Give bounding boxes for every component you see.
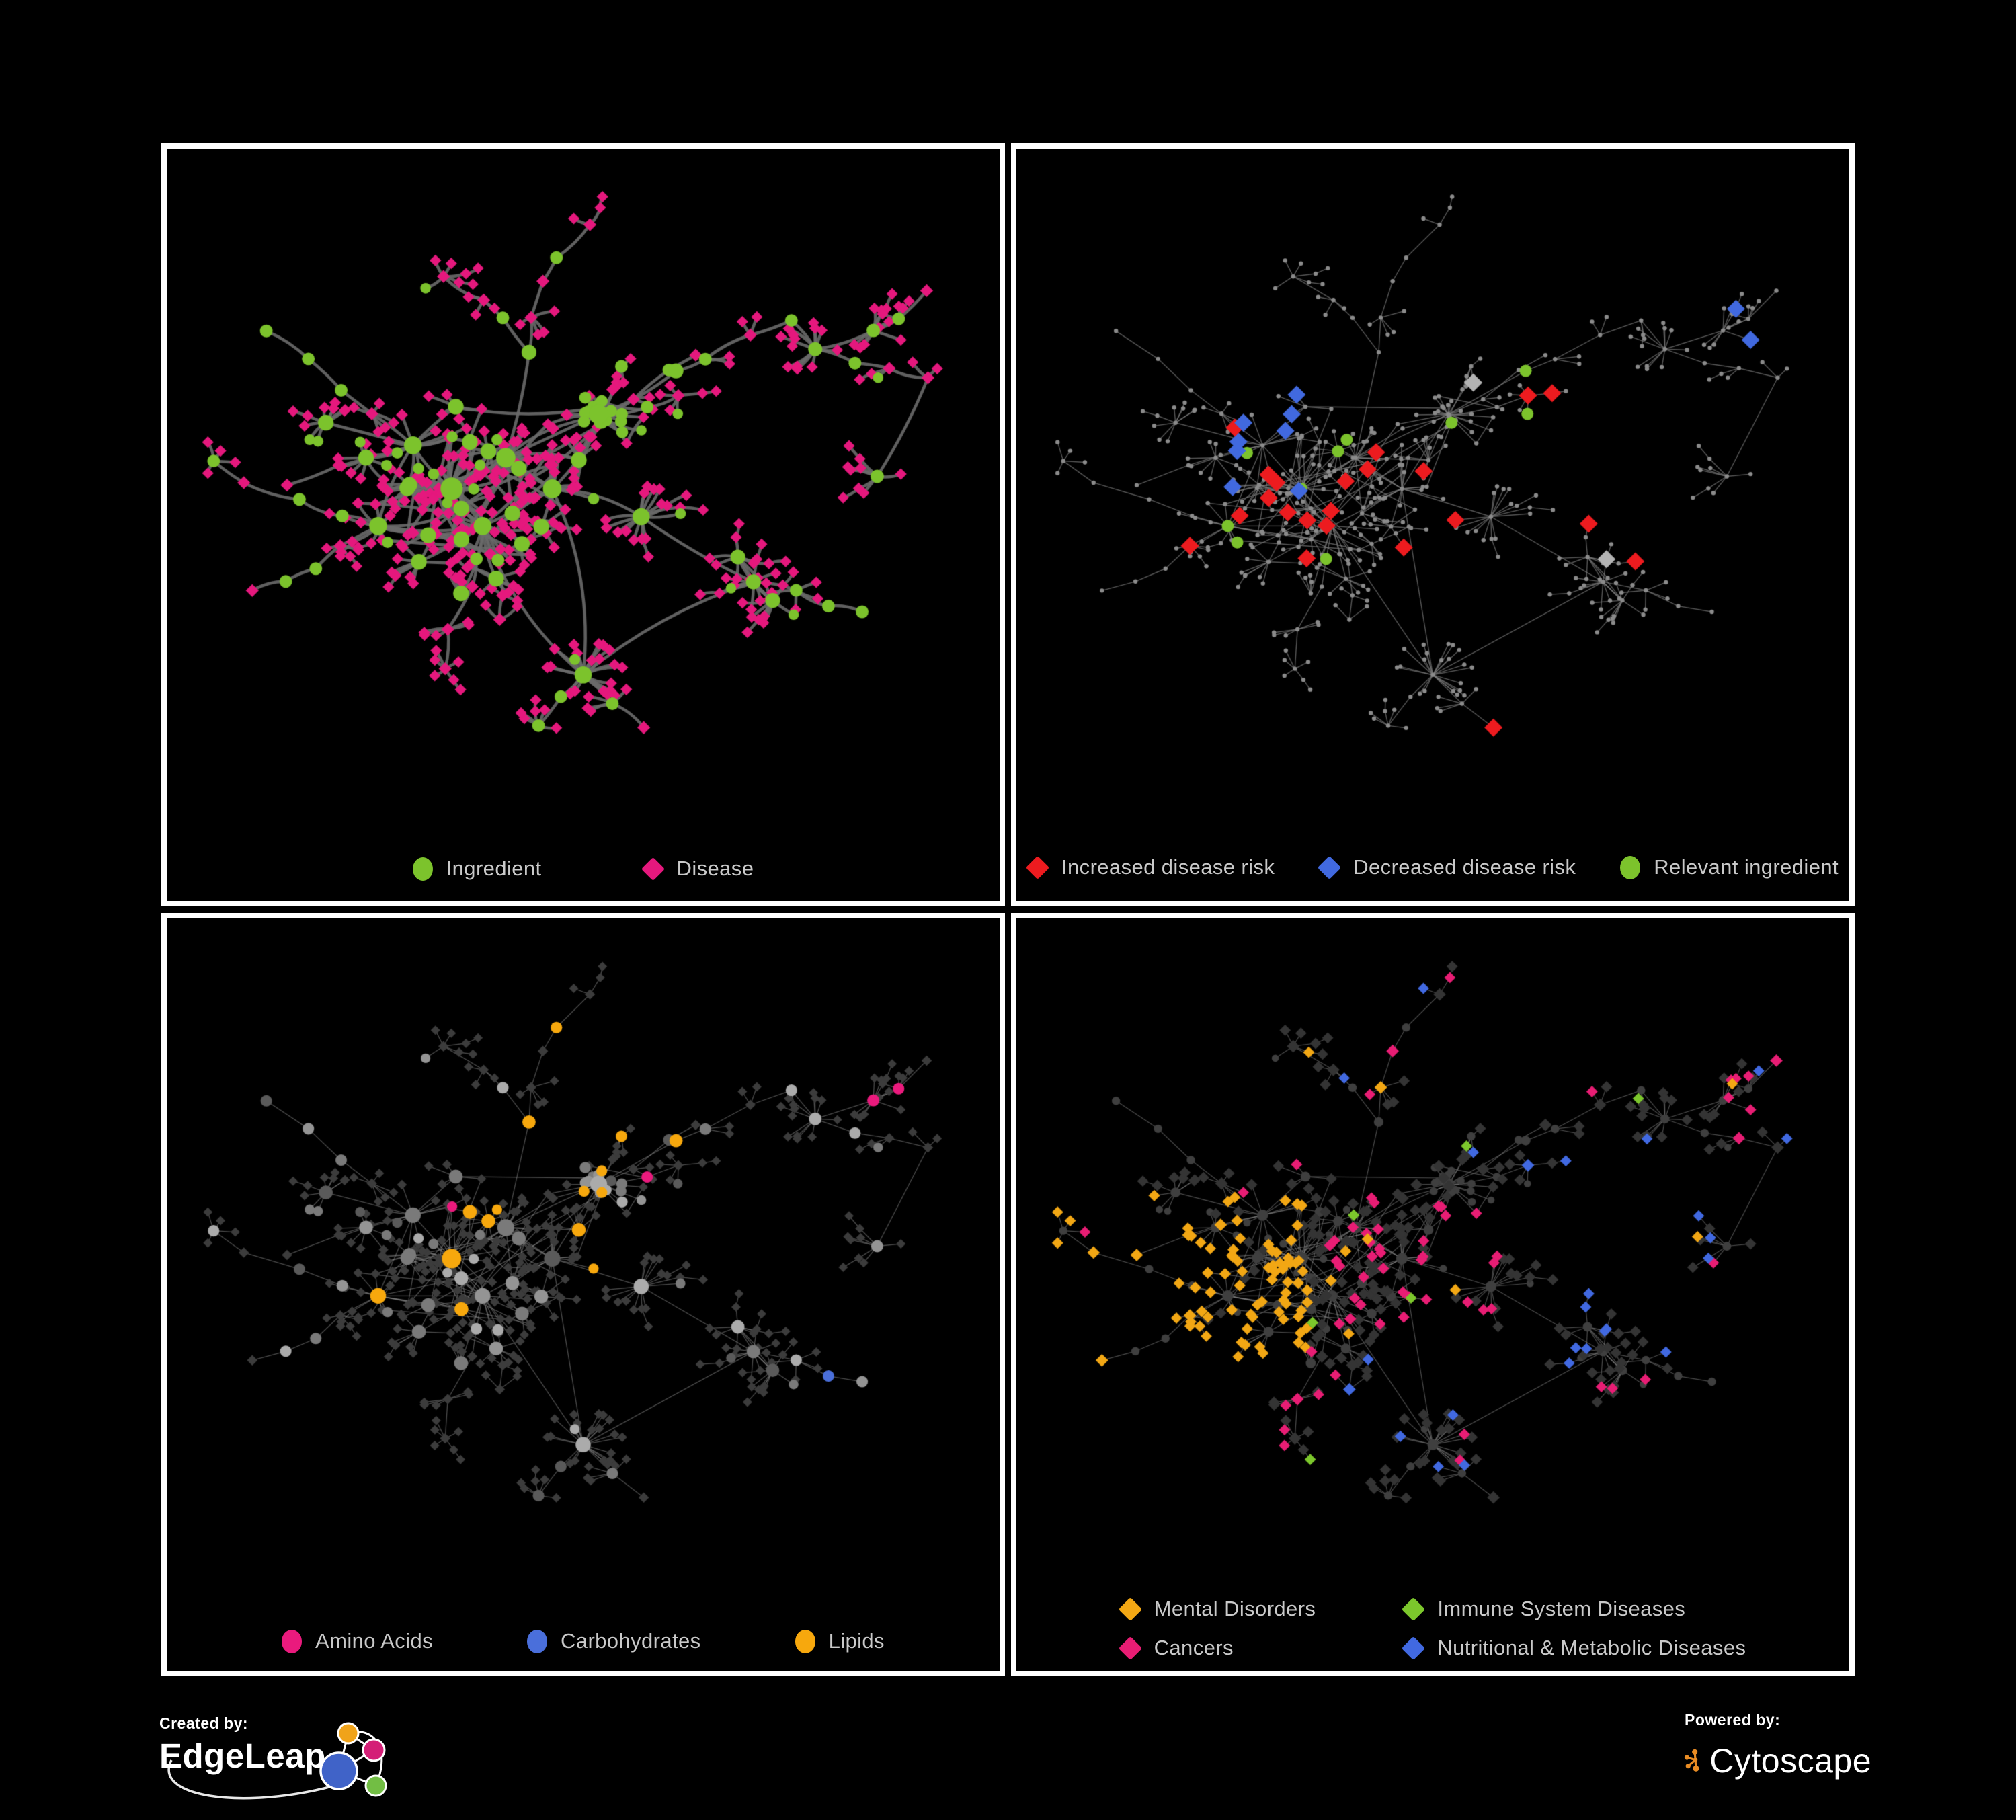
cancers-marker-icon bbox=[1118, 1636, 1142, 1660]
legend-disease-classes: Mental Disorders Immune System Diseases … bbox=[1016, 1597, 1849, 1660]
legend-item-carbohydrates: Carbohydrates bbox=[527, 1629, 701, 1653]
legend-label-ingredient: Ingredient bbox=[446, 857, 542, 880]
edgeleap-logo bbox=[167, 1722, 387, 1800]
legend-item-relevant-ingredient: Relevant ingredient bbox=[1620, 855, 1839, 879]
panel-disease-classes: Mental Disorders Immune System Diseases … bbox=[1011, 913, 1855, 1676]
legend-label-mental-disorders: Mental Disorders bbox=[1154, 1597, 1316, 1620]
network-canvas-ingredient-disease bbox=[167, 149, 1000, 901]
increased-risk-marker-icon bbox=[1025, 855, 1050, 879]
relevant-ingredient-marker-icon bbox=[1620, 855, 1641, 879]
nutritional-metabolic-marker-icon bbox=[1402, 1636, 1426, 1660]
edgeleap-node-orange bbox=[337, 1722, 360, 1745]
legend-label-disease: Disease bbox=[676, 857, 754, 880]
edgeleap-wordmark: EdgeLeap bbox=[159, 1737, 326, 1775]
lipids-marker-icon bbox=[795, 1629, 815, 1653]
legend-ingredient-disease: Ingredient Disease bbox=[167, 857, 1000, 881]
legend-disease-risk: Increased disease risk Decreased disease… bbox=[1016, 855, 1849, 879]
disease-marker-icon bbox=[641, 857, 665, 881]
legend-label-relevant-ingredient: Relevant ingredient bbox=[1654, 855, 1839, 879]
amino-acids-marker-icon bbox=[282, 1629, 303, 1653]
network-canvas-nutrient-classes bbox=[167, 918, 1000, 1671]
legend-nutrient-classes: Amino Acids Carbohydrates Lipids bbox=[167, 1629, 1000, 1653]
legend-label-nutritional-metabolic: Nutritional & Metabolic Diseases bbox=[1437, 1636, 1746, 1659]
legend-label-amino-acids: Amino Acids bbox=[315, 1629, 434, 1653]
edgeleap-node-green bbox=[364, 1774, 387, 1797]
edgeleap-node-pink bbox=[362, 1738, 386, 1762]
legend-label-carbohydrates: Carbohydrates bbox=[561, 1629, 701, 1653]
panel-ingredient-disease: Ingredient Disease bbox=[161, 143, 1005, 906]
legend-label-increased-risk: Increased disease risk bbox=[1061, 855, 1275, 879]
panel-disease-risk: Increased disease risk Decreased disease… bbox=[1011, 143, 1855, 906]
legend-item-decreased-risk: Decreased disease risk bbox=[1318, 855, 1576, 879]
legend-label-cancers: Cancers bbox=[1154, 1636, 1234, 1659]
edgeleap-credit: Created by: EdgeLeap bbox=[159, 1713, 475, 1814]
legend-item-nutritional-metabolic: Nutritional & Metabolic Diseases bbox=[1402, 1636, 1746, 1660]
legend-item-lipids: Lipids bbox=[795, 1629, 885, 1653]
network-canvas-disease-classes bbox=[1016, 918, 1849, 1671]
network-canvas-disease-risk bbox=[1016, 149, 1849, 901]
carbohydrates-marker-icon bbox=[527, 1629, 548, 1653]
legend-item-amino-acids: Amino Acids bbox=[282, 1629, 433, 1653]
cytoscape-logo bbox=[1684, 1749, 1699, 1772]
panel-nutrient-classes: Amino Acids Carbohydrates Lipids bbox=[161, 913, 1005, 1676]
ingredient-marker-icon bbox=[412, 857, 433, 881]
cytoscape-wordmark: Cytoscape bbox=[1709, 1742, 1871, 1780]
legend-item-mental-disorders: Mental Disorders bbox=[1118, 1597, 1316, 1621]
legend-item-disease: Disease bbox=[641, 857, 754, 881]
legend-label-decreased-risk: Decreased disease risk bbox=[1353, 855, 1576, 879]
cytoscape-credit: Powered by: Cytoscape bbox=[1683, 1711, 1871, 1788]
created-by-label: Created by: bbox=[159, 1714, 249, 1732]
decreased-risk-marker-icon bbox=[1318, 855, 1342, 879]
legend-item-cancers: Cancers bbox=[1118, 1636, 1234, 1660]
powered-by-label: Powered by: bbox=[1685, 1711, 1781, 1729]
legend-label-lipids: Lipids bbox=[828, 1629, 885, 1653]
immune-diseases-marker-icon bbox=[1402, 1597, 1426, 1621]
legend-item-increased-risk: Increased disease risk bbox=[1025, 855, 1275, 879]
legend-item-immune-diseases: Immune System Diseases bbox=[1402, 1597, 1686, 1621]
legend-item-ingredient: Ingredient bbox=[412, 857, 542, 881]
edgeleap-node-blue bbox=[319, 1751, 358, 1790]
legend-label-immune-diseases: Immune System Diseases bbox=[1437, 1597, 1686, 1620]
mental-disorders-marker-icon bbox=[1118, 1597, 1142, 1621]
